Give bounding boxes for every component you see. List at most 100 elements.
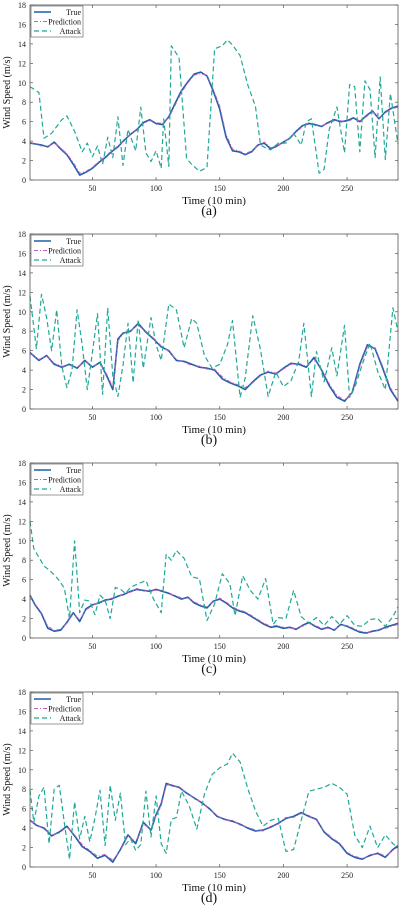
- y-tick-label: 8: [22, 785, 26, 794]
- plot-frame: [29, 233, 399, 410]
- x-axis-label: Time (10 min): [182, 653, 246, 665]
- y-tick-label: 10: [18, 766, 26, 775]
- y-tick-label: 14: [18, 40, 26, 49]
- x-tick-label: 250: [341, 413, 353, 422]
- x-tick-label: 150: [214, 642, 226, 651]
- chart-panel-3: 0 2 4 6 8 10 12 14 16 18 50 100 150 200 250 Time (10 mi…: [2, 459, 399, 677]
- y-tick-label: 4: [22, 824, 26, 833]
- legend-box: [30, 5, 84, 38]
- y-tick-label: 12: [18, 288, 26, 297]
- legend-label-true: True: [66, 8, 81, 17]
- y-tick-label: 6: [22, 118, 26, 127]
- x-tick-label: 200: [277, 413, 289, 422]
- series-line-attack: [29, 293, 399, 398]
- x-tick-label: 150: [214, 413, 226, 422]
- x-tick-label: 100: [150, 413, 162, 422]
- panel-caption: (c): [201, 662, 217, 677]
- legend-label-prediction: Prediction: [48, 247, 81, 256]
- legend-box: [30, 692, 84, 725]
- x-tick-label: 250: [341, 184, 353, 193]
- y-tick-label: 16: [18, 249, 26, 258]
- panel-caption: (d): [201, 891, 218, 906]
- x-tick-label: 50: [88, 184, 96, 193]
- y-tick-label: 2: [22, 386, 26, 395]
- legend-label-prediction: Prediction: [48, 705, 81, 714]
- y-tick-label: 6: [22, 805, 26, 814]
- legend-label-true: True: [66, 695, 81, 704]
- x-axis-label: Time (10 min): [182, 424, 246, 436]
- x-tick-label: 200: [277, 871, 289, 880]
- y-tick-label: 4: [22, 595, 26, 604]
- y-tick-label: 4: [22, 366, 26, 375]
- x-axis-label: Time (10 min): [182, 195, 246, 207]
- legend-label-true: True: [66, 466, 81, 475]
- y-tick-label: 8: [22, 98, 26, 107]
- y-tick-label: 18: [18, 230, 26, 239]
- y-tick-label: 18: [18, 688, 26, 697]
- y-tick-label: 14: [18, 269, 26, 278]
- x-tick-label: 150: [214, 871, 226, 880]
- y-tick-label: 10: [18, 537, 26, 546]
- legend-box: [30, 234, 84, 267]
- x-tick-label: 100: [150, 871, 162, 880]
- y-tick-label: 16: [18, 20, 26, 29]
- y-tick-label: 0: [22, 405, 26, 414]
- y-tick-label: 12: [18, 517, 26, 526]
- chart-panel-2: 0 2 4 6 8 10 12 14 16 18 50 100 150 200 250 Time (10 mi…: [2, 230, 399, 448]
- x-tick-label: 200: [277, 184, 289, 193]
- y-tick-label: 6: [22, 576, 26, 585]
- y-tick-label: 2: [22, 157, 26, 166]
- x-tick-label: 150: [214, 184, 226, 193]
- series-line-attack: [29, 752, 399, 860]
- y-tick-label: 2: [22, 615, 26, 624]
- x-tick-label: 100: [150, 184, 162, 193]
- legend-label-prediction: Prediction: [48, 476, 81, 485]
- legend-label-attack: Attack: [60, 27, 81, 36]
- legend-label-prediction: Prediction: [48, 18, 81, 27]
- panel-caption: (b): [201, 433, 218, 448]
- plot-frame: [29, 691, 399, 868]
- legend-label-attack: Attack: [60, 714, 81, 723]
- series-line-prediction: [29, 783, 399, 861]
- y-axis-label: Wind Speed (m/s): [2, 514, 13, 586]
- y-tick-label: 8: [22, 556, 26, 565]
- chart-panel-1: 0 2 4 6 8 10 12 14 16 18 50 100 150 200 250 Time (10 mi…: [2, 1, 399, 219]
- series-line-true: [29, 782, 399, 863]
- y-tick-label: 18: [18, 1, 26, 10]
- x-tick-label: 50: [88, 642, 96, 651]
- y-axis-label: Wind Speed (m/s): [2, 285, 13, 357]
- y-tick-label: 12: [18, 59, 26, 68]
- legend-label-true: True: [66, 237, 81, 246]
- y-tick-label: 16: [18, 478, 26, 487]
- x-tick-label: 50: [88, 413, 96, 422]
- x-tick-label: 250: [341, 642, 353, 651]
- y-tick-label: 14: [18, 727, 26, 736]
- y-tick-label: 8: [22, 327, 26, 336]
- legend-box: [30, 463, 84, 496]
- series-line-prediction: [29, 324, 399, 401]
- x-axis-label: Time (10 min): [182, 882, 246, 894]
- panel-caption: (a): [201, 204, 217, 219]
- legend-label-attack: Attack: [60, 485, 81, 494]
- y-tick-label: 4: [22, 137, 26, 146]
- x-tick-label: 200: [277, 642, 289, 651]
- series-line-prediction: [29, 587, 399, 633]
- y-tick-label: 14: [18, 498, 26, 507]
- y-tick-label: 12: [18, 746, 26, 755]
- y-tick-label: 0: [22, 176, 26, 185]
- x-tick-label: 250: [341, 871, 353, 880]
- y-tick-label: 18: [18, 459, 26, 468]
- y-axis-label: Wind Speed (m/s): [2, 743, 13, 815]
- y-tick-label: 0: [22, 863, 26, 872]
- series-line-prediction: [29, 73, 399, 174]
- series-line-attack: [29, 39, 399, 174]
- x-tick-label: 50: [88, 871, 96, 880]
- y-axis-label: Wind Speed (m/s): [2, 56, 13, 128]
- y-tick-label: 6: [22, 347, 26, 356]
- y-tick-label: 10: [18, 79, 26, 88]
